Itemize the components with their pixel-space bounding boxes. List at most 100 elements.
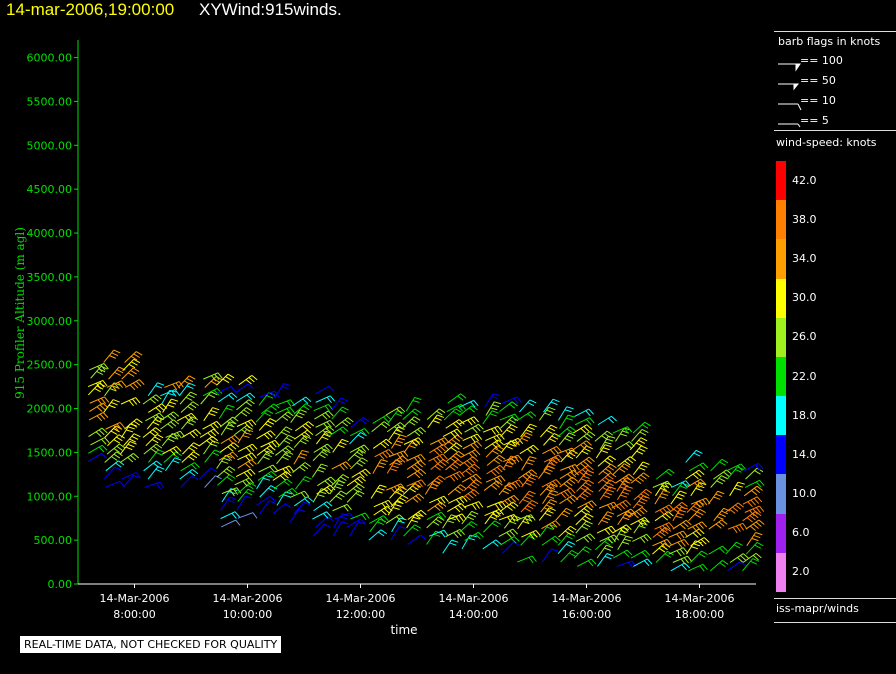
colorbar-segment: [776, 356, 786, 397]
wind-barb: [484, 393, 501, 408]
barb-10-feather: [797, 103, 802, 111]
wind-barb: [199, 428, 220, 438]
wind-barb: [313, 443, 333, 453]
wind-barb: [313, 523, 331, 537]
barb-50-flag: [793, 83, 800, 91]
wind-barb: [690, 482, 707, 497]
wind-barb: [313, 403, 334, 412]
wind-barb: [631, 428, 649, 442]
wind-barb: [459, 521, 478, 533]
wind-barb: [311, 463, 328, 478]
wind-barb: [406, 468, 427, 479]
barb-legend-item-10: == 10: [800, 94, 836, 107]
wind-barb: [105, 480, 125, 488]
wind-barb: [672, 519, 692, 530]
wind-barb: [499, 501, 519, 513]
wind-barb: [219, 416, 239, 428]
wind-barb: [314, 410, 334, 420]
colorbar-label: 6.0: [792, 526, 810, 540]
wind-barb: [119, 452, 140, 463]
wind-barb: [346, 518, 366, 528]
wind-barb: [88, 427, 108, 438]
wind-barb: [671, 480, 691, 488]
wind-barb: [630, 472, 650, 485]
wind-barb: [315, 395, 336, 403]
wind-barb: [688, 563, 708, 572]
wind-barb: [482, 539, 502, 550]
y-tick-label: 4500.00: [27, 183, 73, 196]
barb-5-feather: [797, 123, 801, 128]
wind-barb: [257, 450, 275, 465]
wind-barb: [108, 366, 126, 380]
wind-barb: [346, 483, 365, 495]
wind-barb: [237, 429, 254, 444]
wind-barb: [258, 418, 277, 431]
wind-barb: [218, 404, 235, 419]
wind-barb: [216, 373, 235, 386]
wind-barb: [688, 462, 709, 472]
wind-barb: [743, 485, 763, 497]
colorbar: [776, 161, 786, 592]
colorbar-segment: [776, 161, 786, 201]
colorbar-segment: [776, 552, 786, 592]
wind-barb: [312, 448, 331, 462]
wind-barb: [486, 500, 507, 510]
wind-barb: [237, 488, 255, 502]
wind-barb: [541, 535, 561, 546]
wind-barb: [464, 423, 484, 434]
wind-barb: [690, 537, 710, 547]
wind-barb: [499, 413, 520, 422]
wind-barb: [426, 511, 447, 520]
wind-barb: [597, 415, 617, 426]
legend-divider: [774, 130, 896, 131]
colorbar-segment: [776, 474, 786, 514]
wind-barb: [557, 541, 576, 555]
wind-barb: [628, 507, 648, 519]
wind-barb: [713, 469, 733, 480]
wind-barb: [88, 444, 108, 454]
wind-barb: [221, 487, 242, 497]
wind-barb: [237, 512, 258, 519]
wind-barb: [742, 496, 763, 508]
wind-barb: [260, 403, 280, 415]
wind-barb: [122, 474, 140, 488]
wind-barb: [459, 405, 478, 416]
wind-barb: [295, 476, 312, 490]
colorbar-label: 26.0: [792, 330, 817, 344]
wind-barb: [406, 479, 427, 490]
wind-barb: [558, 525, 577, 538]
wind-barb: [502, 396, 522, 405]
wind-barb: [177, 375, 196, 388]
wind-barb: [461, 534, 477, 550]
y-tick-label: 500.00: [34, 534, 73, 547]
wind-barb: [317, 476, 337, 487]
wind-barb: [652, 538, 672, 548]
wind-barb: [90, 437, 110, 446]
barb-legend-item-5: == 5: [800, 114, 829, 127]
wind-barb: [373, 499, 394, 509]
x-tick-date: 14-Mar-2006: [552, 592, 622, 605]
wind-barb: [498, 528, 519, 538]
wind-barb: [332, 521, 349, 536]
colorbar-segment: [776, 239, 786, 279]
wind-barb: [236, 399, 255, 411]
wind-barb: [236, 495, 253, 511]
colorbar-segment: [776, 435, 786, 475]
wind-barb: [654, 504, 675, 516]
x-tick-date: 14-Mar-2006: [100, 592, 170, 605]
title-datetime: 14-mar-2006,19:00:00: [6, 0, 175, 19]
wind-barb: [260, 439, 280, 449]
wind-barb: [237, 482, 257, 494]
wind-barb: [272, 471, 292, 481]
wind-barb: [464, 531, 484, 541]
wind-barb: [220, 496, 237, 511]
wind-barb: [559, 414, 575, 429]
y-tick-label: 1000.00: [27, 490, 73, 503]
wind-barb: [485, 475, 506, 485]
wind-barb: [617, 535, 633, 551]
wind-barb: [331, 474, 350, 487]
colorbar-segment: [776, 278, 786, 318]
wind-barb: [426, 530, 443, 545]
wind-barb: [611, 499, 632, 511]
wind-barb: [727, 522, 748, 534]
